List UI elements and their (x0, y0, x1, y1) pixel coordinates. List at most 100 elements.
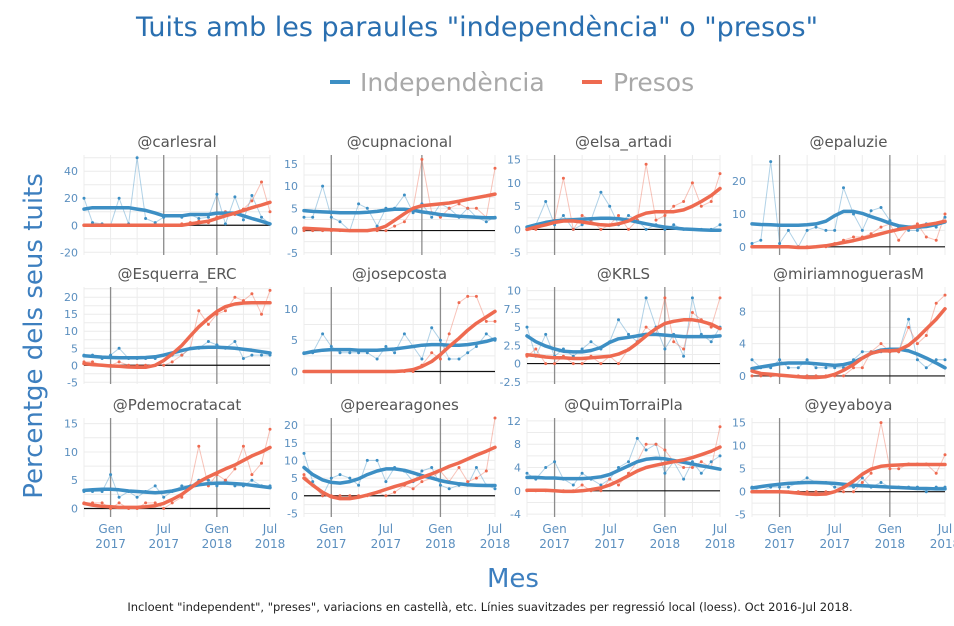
presos-point (561, 176, 565, 180)
presos-point (241, 444, 245, 448)
presos-point (447, 332, 451, 336)
presos-point (852, 490, 855, 494)
independencia-point (457, 357, 461, 361)
independencia-point (814, 225, 818, 229)
y-tick-label: 20 (284, 419, 298, 432)
independencia-point (430, 215, 434, 219)
y-tick-label: 5 (291, 472, 298, 485)
presos-smooth-line (525, 318, 722, 361)
independencia-point (682, 477, 686, 481)
presos-point (682, 466, 686, 469)
x-tick-label: Gen (98, 522, 122, 536)
presos-point (250, 292, 254, 296)
independencia-point (430, 326, 434, 330)
presos-point (223, 309, 227, 313)
facet-panel: @yeyaboya-5051015Gen2017Jul2017Gen2018Ju… (732, 396, 954, 551)
y-tick-label: -5 (67, 376, 78, 389)
presos-point (260, 312, 263, 316)
independencia-point (924, 490, 928, 494)
y-tick-label: 15 (284, 437, 298, 450)
presos-point (302, 473, 306, 477)
independencia-point (924, 366, 928, 370)
independencia-point (663, 347, 667, 351)
independencia-point (663, 471, 667, 475)
independencia-point (206, 215, 210, 219)
independencia-point (329, 476, 333, 480)
presos-point (493, 166, 497, 170)
independencia-point (438, 338, 442, 342)
independencia-point (438, 483, 442, 487)
facet-panel: @elsa_artadi -5 0 5 10 15 (507, 133, 722, 260)
independencia-point (357, 483, 361, 487)
presos-point (162, 363, 166, 367)
presos-smooth-line (82, 300, 272, 370)
presos-point (534, 347, 538, 351)
presos-point (493, 319, 497, 323)
presos-point (690, 181, 694, 185)
x-tick-label: 2017 (819, 537, 850, 551)
presos-point (321, 494, 325, 498)
presos-point (260, 180, 263, 184)
independencia-raw-line (526, 437, 721, 486)
presos-smooth-line (750, 462, 947, 497)
presos-point (117, 360, 121, 364)
presos-point (206, 322, 210, 326)
x-tick-label: 2017 (95, 537, 126, 551)
independencia-point (718, 223, 722, 227)
independencia-point (608, 204, 612, 208)
independencia-point (750, 242, 754, 245)
presos-point (457, 466, 461, 469)
presos-point (842, 490, 845, 494)
y-tick-label: 10 (732, 208, 746, 221)
presos-point (617, 483, 620, 487)
y-tick-label: 0 (514, 485, 521, 498)
presos-point (438, 215, 442, 219)
x-tick-label: Gen (205, 522, 229, 536)
independencia-point (82, 196, 86, 200)
x-tick-label: Gen (319, 522, 343, 536)
y-tick-label: 10 (732, 440, 746, 453)
independencia-point (338, 351, 342, 355)
presos-point (663, 296, 667, 300)
y-tick-label: 8 (514, 438, 521, 451)
presos-point (430, 351, 434, 355)
independencia-point (302, 215, 306, 219)
y-tick-label: -5 (735, 509, 746, 522)
presos-point (654, 442, 658, 446)
presos-point (484, 319, 488, 323)
x-tick-label: Jul (712, 522, 727, 536)
facet-label: @elsa_artadi (575, 133, 672, 152)
presos-point (250, 473, 254, 477)
independencia-point (162, 495, 166, 499)
independencia-point (778, 242, 782, 245)
x-tick-label: 2018 (425, 537, 456, 551)
presos-raw-line (83, 289, 271, 366)
independencia-point (544, 332, 548, 336)
independencia-point (206, 340, 210, 343)
legend-label-presos: Presos (613, 68, 694, 97)
facet-panel: @perearagones-505101520Gen2017Jul2017Gen… (284, 396, 510, 551)
independencia-point (384, 345, 388, 348)
independencia-point (814, 366, 818, 370)
presos-point (934, 301, 938, 305)
presos-point (617, 362, 620, 366)
presos-point (644, 162, 648, 166)
facet-label: @carlesral (137, 133, 216, 151)
presos-point (484, 469, 488, 473)
presos-point (338, 494, 342, 498)
y-tick-label: 5 (739, 463, 746, 476)
independencia-point (484, 332, 488, 336)
presos-point (447, 206, 451, 210)
independencia-point (117, 495, 121, 499)
presos-point (663, 214, 667, 217)
presos-point (644, 442, 648, 446)
independencia-point (338, 220, 342, 224)
presos-point (718, 425, 722, 429)
independencia-point (544, 466, 548, 469)
independencia-point (338, 473, 342, 477)
y-tick-label: 10 (284, 180, 298, 193)
presos-point (860, 366, 864, 370)
independencia-point (402, 193, 406, 197)
independencia-point (644, 448, 648, 452)
